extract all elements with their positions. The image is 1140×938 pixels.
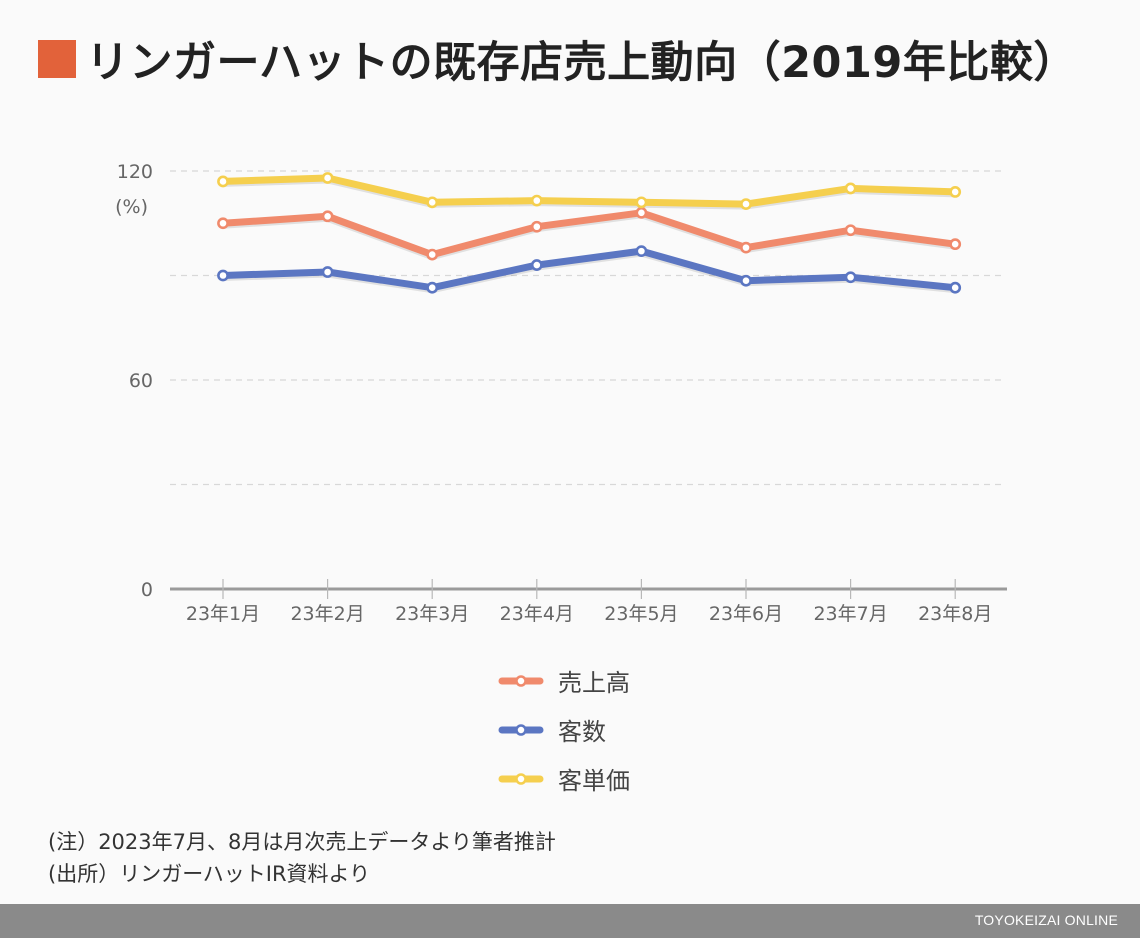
data-point (321, 266, 334, 278)
data-point (321, 210, 334, 223)
y-tick-label: 60 (129, 370, 153, 392)
data-point (740, 241, 752, 254)
x-tick-label: 23年5月 (604, 603, 678, 625)
data-point (530, 220, 543, 233)
x-tick-label: 23年6月 (709, 603, 783, 625)
x-tick-label: 23年1月 (186, 603, 260, 625)
x-tick-label: 23年3月 (395, 603, 469, 625)
chart-title: リンガーハットの既存店売上動向（2019年比較） (86, 38, 1077, 88)
x-tick-label: 23年4月 (500, 603, 574, 625)
data-point (949, 281, 962, 294)
legend-item-customers: 客数 (498, 705, 630, 754)
data-point (635, 196, 648, 209)
y-tick-label: 0 (141, 579, 153, 601)
series-line (219, 209, 959, 259)
data-point (635, 206, 648, 219)
legend-swatch-sales (498, 674, 544, 687)
data-point (844, 271, 857, 284)
y-unit-label: (%) (115, 196, 148, 218)
data-point (740, 274, 752, 287)
data-point (217, 175, 229, 188)
note-source: (出所）リンガーハットIR資料より (48, 862, 371, 886)
data-point (217, 269, 229, 282)
legend: 売上高 客数 客単価 (498, 656, 630, 803)
data-point (844, 182, 857, 195)
x-tick-label: 23年7月 (813, 603, 887, 625)
x-axis: 23年1月 23年2月 23年3月 23年4月 23年5月 23年6月 23年7月 23年8月 (170, 579, 1007, 625)
legend-item-unit-price: 客単価 (498, 754, 630, 803)
data-point (530, 259, 543, 271)
data-point (740, 198, 752, 210)
brand-label: TOYOKEIZAI ONLINE (974, 912, 1118, 928)
x-tick-label: 23年8月 (918, 603, 992, 625)
series-line (219, 247, 959, 292)
legend-item-sales: 売上高 (498, 656, 630, 705)
series-lines (217, 172, 962, 294)
data-point (949, 238, 962, 251)
footer-bar: TOYOKEIZAI ONLINE (0, 904, 1140, 938)
line-chart: 0 60 120 (%) 23年1月 23年2月 23年3月 23年4月 23年5月 23年6月… (115, 161, 1007, 625)
data-point (426, 248, 439, 261)
data-point (321, 172, 334, 184)
legend-swatch-customers (498, 723, 544, 736)
title-square-icon (38, 40, 76, 78)
data-point (217, 217, 229, 230)
y-tick-label: 120 (117, 161, 153, 183)
series-line (219, 174, 959, 208)
y-axis-ticks: 0 60 120 (%) (115, 161, 153, 601)
title-block: リンガーハットの既存店売上動向（2019年比較） (38, 28, 1077, 90)
legend-swatch-unit-price (498, 772, 544, 785)
data-point (426, 196, 439, 209)
legend-label-sales: 売上高 (558, 669, 630, 697)
data-point (949, 185, 962, 198)
data-point (844, 224, 857, 237)
x-tick-label: 23年2月 (290, 603, 364, 625)
data-point (530, 194, 543, 207)
data-point (426, 281, 439, 294)
data-point (635, 245, 648, 258)
legend-label-unit-price: 客単価 (558, 767, 630, 795)
note-estimate: (注）2023年7月、8月は月次売上データより筆者推計 (48, 830, 556, 854)
legend-label-customers: 客数 (558, 718, 606, 746)
